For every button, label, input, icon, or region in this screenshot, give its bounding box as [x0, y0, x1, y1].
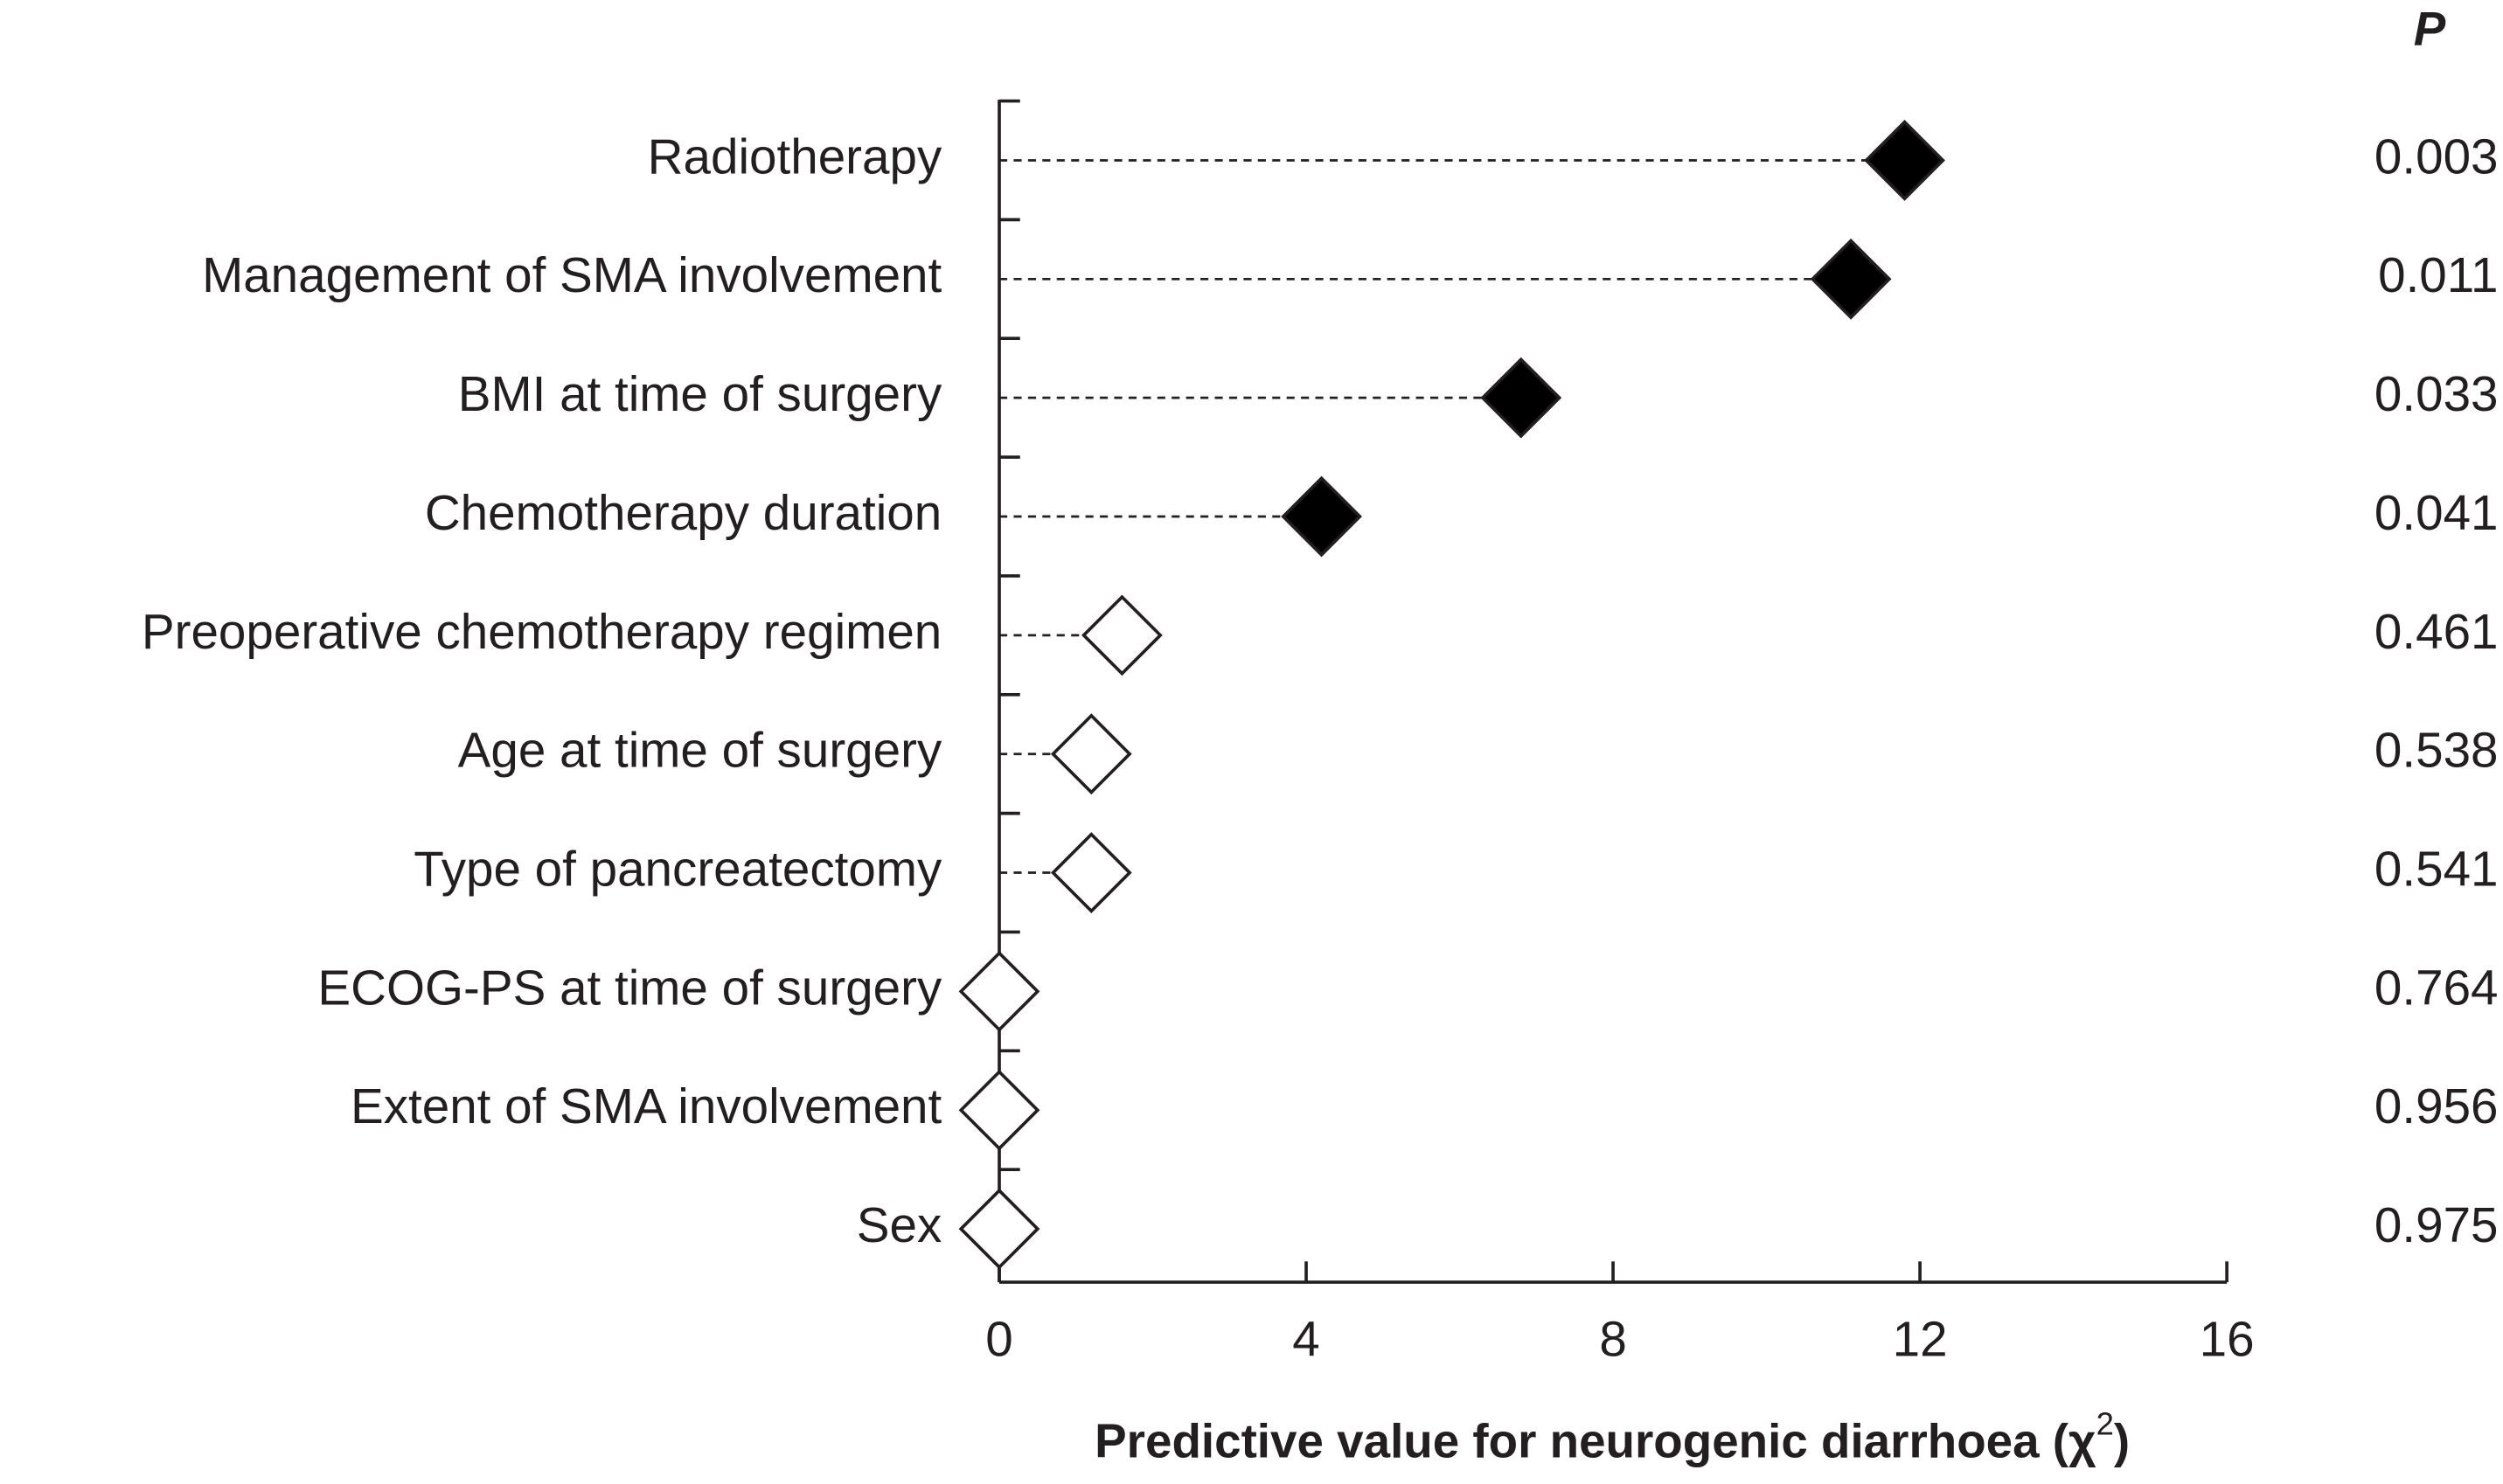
diamond-marker [1050, 713, 1132, 795]
p-value: 0.975 [2374, 1197, 2499, 1252]
category-label: Age at time of surgery [458, 723, 942, 778]
p-value: 0.461 [2374, 604, 2499, 659]
x-tick-label: 12 [1893, 1311, 1948, 1366]
category-label: BMI at time of surgery [458, 366, 942, 421]
category-label: Chemotherapy duration [425, 485, 942, 540]
x-axis-label-part: 2 [2096, 1405, 2114, 1441]
p-header: P [2414, 2, 2446, 56]
p-value: 0.764 [2374, 960, 2499, 1015]
x-tick-label: 16 [2200, 1311, 2255, 1366]
p-value: 0.538 [2374, 723, 2499, 778]
x-axis-label-part: ) [2114, 1414, 2130, 1468]
category-label: ECOG-PS at time of surgery [317, 960, 942, 1015]
p-value: 0.003 [2374, 128, 2499, 184]
x-axis-label-part: Predictive value for neurogenic diarrhoe… [1095, 1414, 2096, 1468]
diamond-marker [1864, 120, 1945, 201]
diamond-marker [1081, 594, 1163, 676]
x-tick-label: 0 [985, 1311, 1012, 1366]
category-label: Preoperative chemotherapy regimen [142, 604, 942, 659]
p-value: 0.011 [2378, 247, 2498, 302]
category-label: Management of SMA involvement [202, 247, 942, 302]
diamond-marker [958, 1069, 1040, 1151]
category-label: Radiotherapy [648, 128, 942, 184]
category-label: Extent of SMA involvement [351, 1078, 942, 1134]
p-value: 0.956 [2374, 1078, 2499, 1134]
p-value: 0.541 [2374, 841, 2499, 896]
x-axis-label: Predictive value for neurogenic diarrhoe… [1095, 1405, 2130, 1468]
diamond-marker [1050, 832, 1132, 913]
diamond-marker [1281, 475, 1362, 558]
diamond-marker [1810, 238, 1892, 320]
diamond-marker [958, 1188, 1040, 1270]
p-value: 0.041 [2374, 485, 2499, 540]
category-label: Sex [857, 1197, 942, 1252]
diamond-marker [958, 950, 1040, 1032]
p-value: 0.033 [2374, 366, 2499, 421]
x-tick-label: 4 [1292, 1311, 1319, 1366]
diamond-marker [1480, 357, 1562, 439]
x-tick-label: 8 [1599, 1311, 1626, 1366]
category-label: Type of pancreatectomy [414, 841, 942, 896]
